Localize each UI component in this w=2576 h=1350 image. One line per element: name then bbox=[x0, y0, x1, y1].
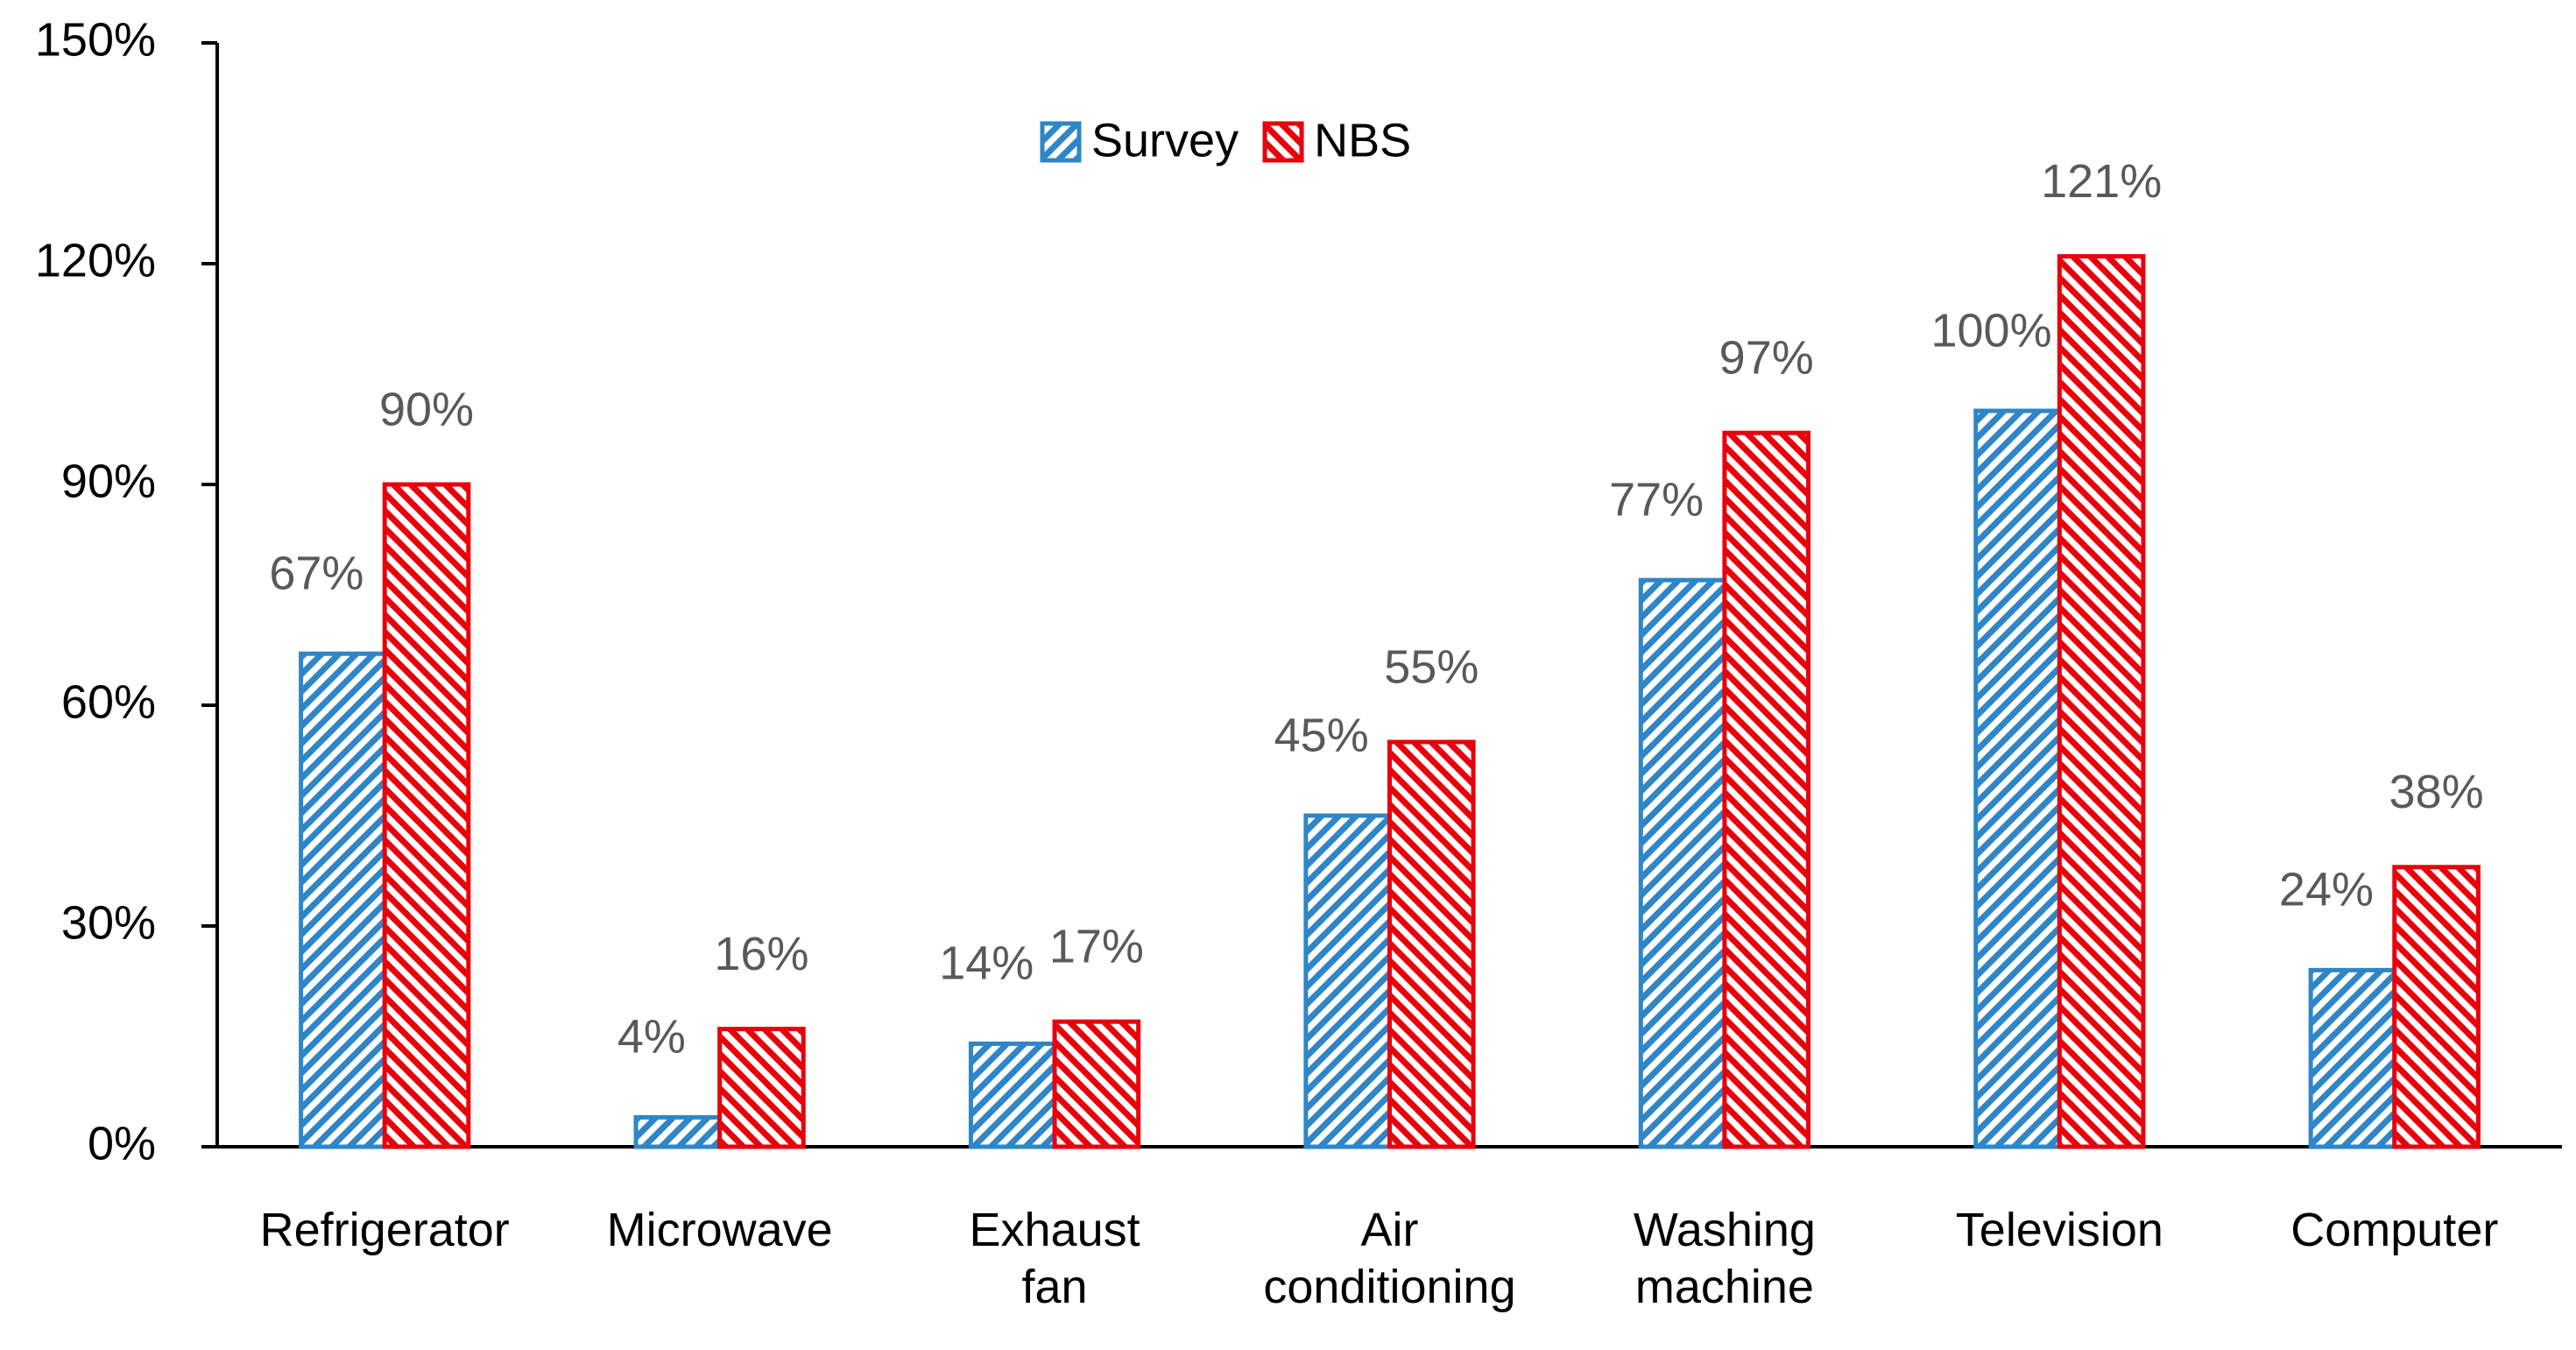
value-label: 55% bbox=[1384, 640, 1479, 693]
bar bbox=[2308, 967, 2397, 1149]
legend-swatch bbox=[1262, 121, 1304, 163]
value-label: 4% bbox=[618, 1011, 686, 1064]
value-label: 14% bbox=[939, 937, 1034, 990]
x-tick-label: Washing machine bbox=[1633, 1204, 1816, 1313]
x-tick-label: Air conditioning bbox=[1263, 1204, 1516, 1313]
value-label: 16% bbox=[714, 928, 808, 980]
legend-swatch bbox=[1040, 121, 1082, 163]
bar bbox=[1052, 1019, 1141, 1149]
y-tick-label: 60% bbox=[61, 675, 156, 728]
value-label: 90% bbox=[379, 383, 474, 435]
x-tick-label: Microwave bbox=[606, 1204, 833, 1256]
x-tick-label: Computer bbox=[2290, 1204, 2499, 1256]
value-label: 97% bbox=[1719, 331, 1814, 384]
value-label: 121% bbox=[2041, 155, 2162, 208]
bar bbox=[382, 482, 471, 1149]
legend-label: NBS bbox=[1314, 114, 1411, 166]
x-tick-label: Refrigerator bbox=[259, 1204, 510, 1256]
bar bbox=[1387, 739, 1476, 1149]
bar bbox=[1303, 813, 1392, 1149]
bar bbox=[299, 651, 387, 1149]
bar bbox=[2392, 865, 2481, 1149]
bar bbox=[717, 1027, 806, 1149]
x-tick-label: Television bbox=[1955, 1204, 2163, 1256]
y-tick-label: 120% bbox=[35, 234, 156, 286]
value-label: 77% bbox=[1609, 473, 1704, 526]
bar bbox=[968, 1041, 1057, 1149]
value-label: 24% bbox=[2279, 864, 2374, 916]
x-tick-label: Exhaust fan bbox=[969, 1204, 1140, 1313]
value-label: 67% bbox=[269, 547, 363, 599]
bar bbox=[633, 1114, 723, 1149]
bar bbox=[1722, 430, 1811, 1149]
bar bbox=[1973, 408, 2062, 1149]
y-tick-label: 150% bbox=[35, 13, 156, 66]
legend-label: Survey bbox=[1091, 114, 1239, 166]
bar bbox=[1638, 577, 1727, 1149]
y-tick-label: 30% bbox=[61, 896, 156, 949]
value-label: 100% bbox=[1930, 304, 2051, 357]
y-tick-label: 0% bbox=[88, 1117, 156, 1170]
y-tick-label: 90% bbox=[61, 455, 156, 507]
bar bbox=[2057, 254, 2146, 1149]
value-label: 38% bbox=[2389, 766, 2484, 818]
value-label: 45% bbox=[1274, 709, 1369, 761]
value-label: 17% bbox=[1049, 920, 1144, 972]
